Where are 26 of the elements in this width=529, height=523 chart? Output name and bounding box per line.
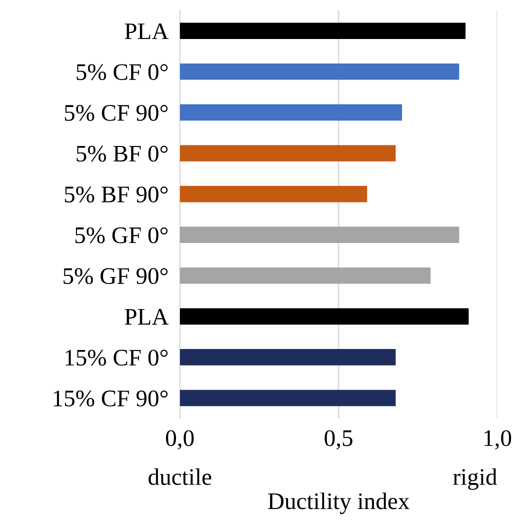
y-tick-label: 5% BF 90° [64,186,168,203]
bar [180,22,466,40]
bar [180,349,396,366]
y-tick-label: 15% CF 0° [66,350,168,366]
bar [180,145,396,162]
x-tick-label: 0,0 [166,430,194,450]
y-tick-label: PLA [124,23,169,40]
x-tick-label: 1,0 [484,430,512,450]
bar [180,104,402,121]
y-tick-label: PLA [124,309,169,325]
bar [180,267,431,284]
bar [180,63,460,80]
y-tick-label: 5% GF 0° [75,227,168,244]
text: ductile [148,468,212,486]
bar [180,186,368,202]
y-tick-label: 15% CF 90° [54,390,168,407]
x-tick-label: 0,5 [324,430,352,450]
x-axis-title: Ductility index [268,492,410,514]
bar [180,308,469,325]
y-tick-label: 5% CF 0° [76,64,168,80]
bar [180,390,396,406]
y-tick-label: 5% BF 0° [76,146,168,162]
y-tick-label: 5% GF 90° [64,268,168,284]
text: rigid [453,468,497,490]
bar [180,226,460,243]
y-tick-label: 5% CF 90° [64,104,168,121]
